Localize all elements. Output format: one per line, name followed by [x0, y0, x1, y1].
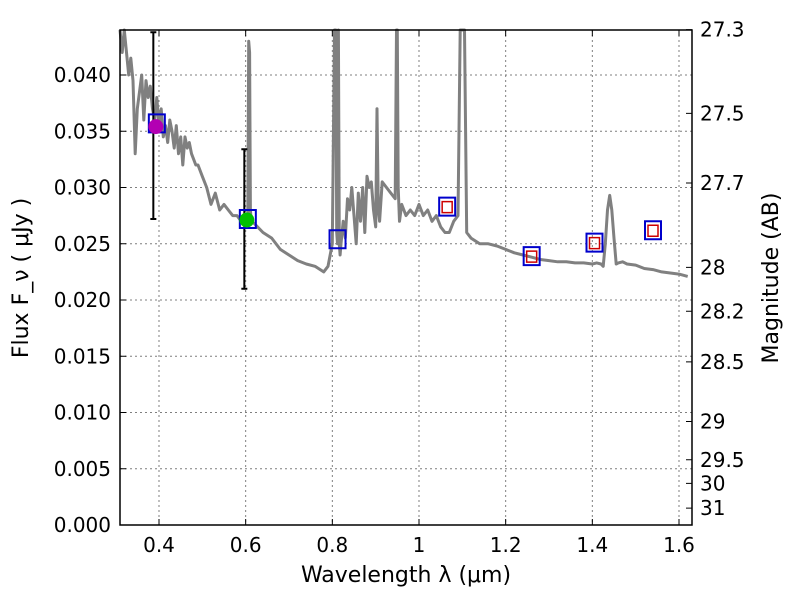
x-tick-label: 1.4 — [576, 533, 608, 557]
magnitude-tick-label: 28.5 — [700, 350, 745, 374]
grid-lines — [120, 30, 692, 526]
x-tick-label: 1.6 — [663, 533, 695, 557]
errorbar-layer — [150, 31, 248, 290]
plot-frame — [119, 29, 693, 526]
magnitude-tick-label: 28 — [700, 255, 725, 279]
x-tick-label: 0.6 — [230, 533, 262, 557]
magnitude-tick-label: 29 — [700, 410, 725, 434]
magnitude-tick-label: 30 — [700, 471, 725, 495]
flux-square-marker — [441, 200, 453, 214]
photometry-layer — [147, 113, 662, 267]
magnitude-tick-label: 27.3 — [700, 18, 745, 42]
y-tick-label: 0.010 — [54, 401, 111, 425]
x-axis-label: Wavelength λ (μm) — [301, 563, 511, 588]
x-axis-ticks: 0.4 0.6 0.8 1 1.2 1.4 1.6 — [143, 30, 695, 557]
model-flux-box — [585, 232, 604, 253]
x-tick-label: 1.2 — [490, 533, 522, 557]
model-flux-box — [644, 220, 662, 241]
model-flux-box — [328, 229, 347, 250]
model-flux-box — [522, 246, 541, 267]
y-axis-label-right: Magnitude (AB) — [759, 193, 784, 364]
x-tick-label: 1 — [413, 533, 426, 557]
photometry-point-green — [239, 212, 255, 228]
magnitude-tick-label: 28.2 — [700, 299, 745, 323]
flux-square-marker — [525, 250, 538, 263]
x-tick-label: 0.4 — [143, 533, 175, 557]
y-tick-label: 0.030 — [54, 176, 111, 200]
y-axis-ticks: 0.000 0.005 0.010 0.015 0.020 0.025 0.030 0.035… — [54, 63, 126, 537]
x-tick-label: 0.8 — [316, 533, 348, 557]
y-tick-label: 0.035 — [54, 119, 111, 143]
y-tick-label: 0.005 — [54, 457, 111, 481]
y-tick-label: 0.040 — [54, 63, 111, 87]
flux-square-marker — [647, 224, 659, 237]
flux-square-marker — [588, 236, 601, 250]
magnitude-tick-label: 27.7 — [700, 171, 745, 195]
y-axis-label-left: Flux F_ν ( μJy ) — [9, 198, 34, 358]
y-tick-label: 0.025 — [54, 232, 111, 256]
magnitude-tick-label: 31 — [700, 496, 725, 520]
model-flux-box — [438, 196, 457, 217]
magnitude-tick-label: 29.5 — [700, 448, 745, 472]
y-tick-label: 0.000 — [54, 513, 111, 537]
photometry-point-violet — [148, 119, 164, 135]
y-tick-label: 0.020 — [54, 288, 111, 312]
magnitude-tick-label: 27.5 — [700, 101, 745, 125]
y-tick-label: 0.015 — [54, 344, 111, 368]
